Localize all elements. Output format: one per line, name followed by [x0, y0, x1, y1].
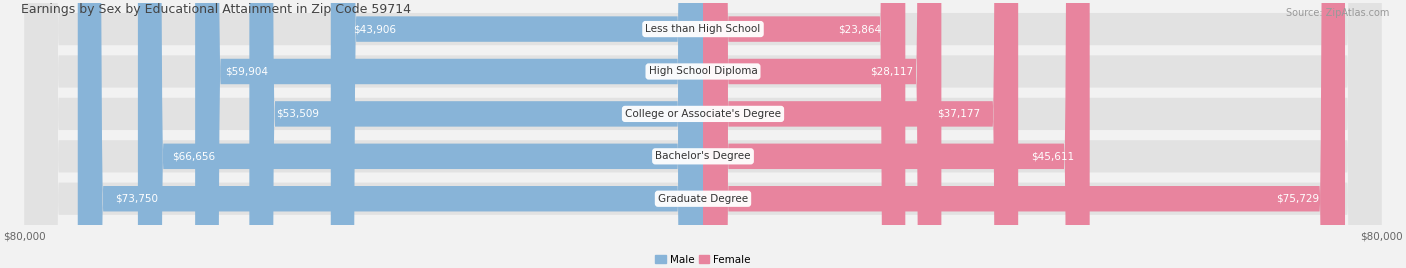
Text: $73,750: $73,750	[115, 194, 159, 204]
Text: $75,729: $75,729	[1277, 194, 1319, 204]
Text: Less than High School: Less than High School	[645, 24, 761, 34]
FancyBboxPatch shape	[703, 0, 1090, 268]
FancyBboxPatch shape	[703, 0, 942, 268]
FancyBboxPatch shape	[249, 0, 703, 268]
Text: Source: ZipAtlas.com: Source: ZipAtlas.com	[1285, 8, 1389, 18]
Text: College or Associate's Degree: College or Associate's Degree	[626, 109, 780, 119]
FancyBboxPatch shape	[25, 0, 1381, 268]
FancyBboxPatch shape	[330, 0, 703, 268]
Legend: Male, Female: Male, Female	[651, 250, 755, 268]
Text: $53,509: $53,509	[277, 109, 319, 119]
FancyBboxPatch shape	[703, 0, 905, 268]
FancyBboxPatch shape	[138, 0, 703, 268]
Text: High School Diploma: High School Diploma	[648, 66, 758, 76]
Text: $23,864: $23,864	[838, 24, 882, 34]
Text: $37,177: $37,177	[938, 109, 980, 119]
FancyBboxPatch shape	[25, 0, 1381, 268]
FancyBboxPatch shape	[703, 0, 1346, 268]
FancyBboxPatch shape	[25, 0, 1381, 268]
Text: $43,906: $43,906	[353, 24, 396, 34]
FancyBboxPatch shape	[25, 0, 1381, 268]
Text: $45,611: $45,611	[1031, 151, 1074, 161]
Text: Bachelor's Degree: Bachelor's Degree	[655, 151, 751, 161]
Text: Graduate Degree: Graduate Degree	[658, 194, 748, 204]
Text: $66,656: $66,656	[172, 151, 215, 161]
FancyBboxPatch shape	[25, 0, 1381, 268]
FancyBboxPatch shape	[77, 0, 703, 268]
FancyBboxPatch shape	[703, 0, 1018, 268]
Text: $28,117: $28,117	[870, 66, 912, 76]
FancyBboxPatch shape	[195, 0, 703, 268]
Text: Earnings by Sex by Educational Attainment in Zip Code 59714: Earnings by Sex by Educational Attainmen…	[21, 3, 412, 16]
Text: $59,904: $59,904	[225, 66, 269, 76]
